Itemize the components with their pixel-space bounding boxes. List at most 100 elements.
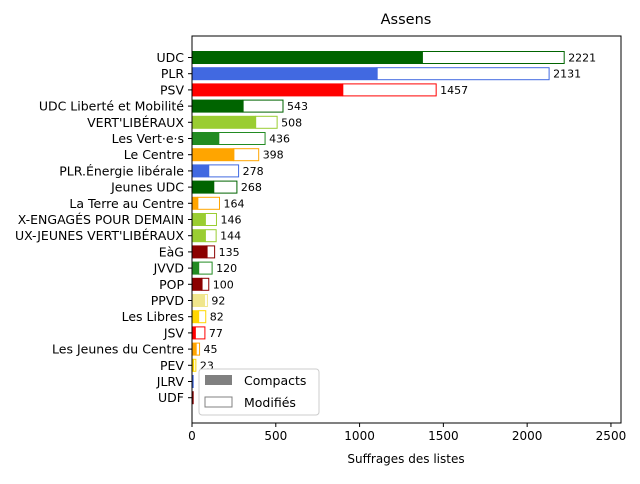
bar-compacts (192, 375, 194, 388)
y-tick-label: PLR (161, 66, 185, 81)
bar-modifies (233, 148, 260, 162)
y-tick-label: Les Libres (122, 309, 184, 324)
bar-value-label: 398 (263, 149, 284, 162)
bar-value-label: 135 (219, 246, 240, 259)
y-tick-label: JVVD (153, 261, 184, 276)
bar-modifies (255, 115, 278, 129)
legend: Compacts Modifiés (198, 368, 320, 416)
bar-modifies (208, 164, 240, 178)
y-tick-label: EàG (159, 244, 184, 259)
bar-value-label: 543 (287, 100, 308, 113)
bar-modifies (204, 213, 217, 226)
bar-compacts (192, 213, 206, 226)
bar-modifies (193, 358, 197, 372)
bar-modifies (421, 51, 565, 64)
bar-modifies (198, 310, 207, 324)
y-tick-label: UDF (158, 390, 184, 405)
y-tick-label: PLR.Énergie libérale (59, 163, 184, 178)
bar-compacts (192, 67, 378, 81)
value-labels-layer: 2221 2131 1457 543 508 436 398 278 268 164 146 144 1… (200, 52, 596, 373)
y-tick-label: Les Vert·e·s (112, 131, 184, 146)
bar-compacts (192, 115, 256, 129)
y-tick-label: VERT'LIBÉRAUX (87, 115, 184, 130)
y-tick-label: JLRV (156, 374, 185, 389)
bar-compacts (192, 164, 209, 178)
y-tick-label: UDC Liberté et Mobilité (39, 99, 184, 114)
x-axis: 0 500 1000 1500 2000 2500 (188, 423, 626, 443)
bar-value-label: 146 (220, 214, 241, 227)
x-tick-label: 1000 (344, 429, 375, 443)
bar-compacts (192, 294, 205, 307)
bar-value-label: 268 (241, 181, 262, 194)
x-tick-label: 0 (188, 429, 196, 443)
bar-compacts (192, 326, 196, 340)
bar-value-label: 278 (243, 165, 264, 178)
bar-compacts (192, 277, 203, 291)
bar-modifies (213, 180, 238, 194)
bar-compacts (192, 83, 343, 97)
bar-modifies (376, 67, 550, 81)
bar-modifies (195, 342, 201, 356)
y-tick-label: UDC (156, 50, 184, 65)
bar-compacts (192, 391, 194, 405)
bar-value-label: 144 (220, 230, 241, 243)
bar-value-label: 164 (223, 197, 244, 210)
bar-value-label: 436 (269, 133, 290, 146)
y-tick-label: PEV (160, 358, 184, 373)
bar-modifies (206, 245, 216, 259)
legend-label-compacts: Compacts (244, 373, 306, 388)
bar-value-label: 2221 (568, 52, 596, 65)
y-tick-label: PPVD (151, 293, 184, 308)
bar-value-label: 92 (211, 295, 225, 308)
bar-value-label: 100 (213, 278, 234, 291)
bar-modifies (242, 99, 284, 113)
bar-modifies (204, 229, 217, 243)
bar-compacts (192, 180, 214, 194)
y-tick-label: Jeunes UDC (110, 180, 184, 195)
y-tick-label: La Terre au Centre (69, 196, 184, 211)
bar-value-label: 82 (210, 311, 224, 324)
bar-modifies (342, 83, 437, 97)
bar-compacts (192, 229, 206, 243)
bar-compacts (192, 342, 197, 356)
y-tick-label: UX-JEUNES VERT'LIBÉRAUX (15, 228, 184, 243)
chart-title: Assens (381, 12, 432, 28)
y-tick-label: X-ENGAGÉS POUR DEMAIN (18, 212, 184, 227)
bar-modifies (204, 294, 208, 307)
bar-value-label: 2131 (553, 68, 581, 81)
x-tick-label: 2500 (596, 429, 627, 443)
bar-modifies (194, 326, 206, 340)
legend-label-modifies: Modifiés (244, 395, 296, 410)
bar-modifies (201, 277, 210, 291)
bar-value-label: 508 (281, 116, 302, 129)
bar-compacts (192, 261, 199, 275)
bar-value-label: 77 (209, 327, 223, 340)
bar-value-label: 45 (204, 343, 218, 356)
x-axis-label: Suffrages des listes (347, 452, 464, 466)
bar-value-label: 1457 (440, 84, 468, 97)
x-tick-label: 500 (264, 429, 287, 443)
bar-modifies (198, 261, 213, 275)
bar-compacts (192, 358, 194, 372)
y-tick-label: POP (159, 277, 184, 292)
bar-value-label: 120 (216, 262, 237, 275)
y-tick-label: Les Jeunes du Centre (52, 342, 184, 357)
bar-compacts (192, 99, 244, 113)
y-tick-label: PSV (160, 82, 184, 97)
bar-compacts (192, 310, 199, 324)
bar-modifies (218, 132, 266, 145)
bar-compacts (192, 245, 208, 259)
bar-compacts (192, 51, 423, 64)
legend-swatch-modifies (204, 396, 233, 408)
x-tick-label: 2000 (512, 429, 543, 443)
bar-compacts (192, 148, 234, 162)
bar-compacts (192, 132, 219, 145)
plot-frame (191, 35, 622, 424)
bar-compacts (192, 196, 198, 210)
legend-swatch-compacts (205, 375, 232, 385)
x-tick-label: 1500 (428, 429, 459, 443)
bars-layer (192, 51, 565, 405)
